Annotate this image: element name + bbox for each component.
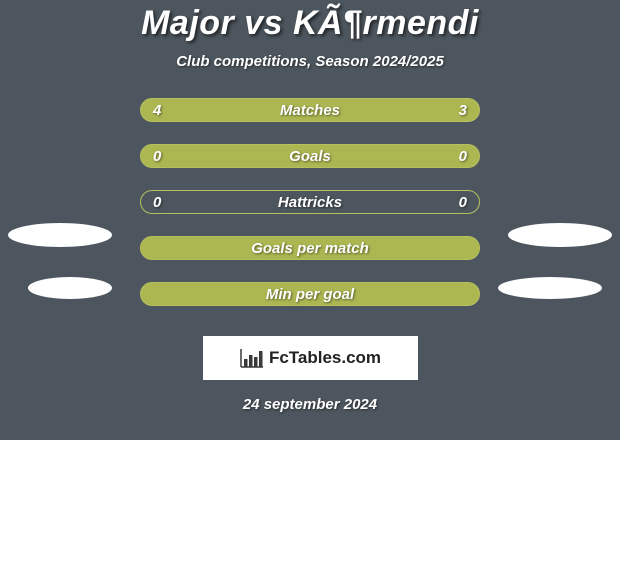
- stat-label: Goals per match: [251, 240, 369, 257]
- subtitle: Club competitions, Season 2024/2025: [176, 53, 444, 70]
- stat-row: Goals per match: [140, 236, 480, 260]
- stat-value-left: 0: [153, 148, 161, 165]
- stats-area: 4 Matches 3 0 Goals 0 0 Hattricks 0 Goal…: [0, 98, 620, 328]
- logo-text: FcTables.com: [269, 348, 381, 368]
- stat-value-right: 0: [459, 148, 467, 165]
- stat-row: 0 Hattricks 0: [140, 190, 480, 214]
- stat-value-right: 3: [459, 102, 467, 119]
- date-label: 24 september 2024: [243, 396, 377, 413]
- stat-value-left: 4: [153, 102, 161, 119]
- stat-label: Min per goal: [266, 286, 354, 303]
- stat-label: Hattricks: [278, 194, 342, 211]
- ellipse-left-2: [28, 277, 112, 299]
- stat-value-left: 0: [153, 194, 161, 211]
- logo: FcTables.com: [239, 347, 381, 369]
- stat-row: 4 Matches 3: [140, 98, 480, 122]
- stat-value-right: 0: [459, 194, 467, 211]
- stat-row: 0 Goals 0: [140, 144, 480, 168]
- ellipse-right-2: [498, 277, 602, 299]
- bar-chart-icon: [239, 347, 265, 369]
- page-title: Major vs KÃ¶rmendi: [141, 4, 479, 43]
- comparison-panel: Major vs KÃ¶rmendi Club competitions, Se…: [0, 0, 620, 440]
- logo-box: FcTables.com: [203, 336, 418, 380]
- stat-label: Matches: [280, 102, 340, 119]
- stat-row: Min per goal: [140, 282, 480, 306]
- ellipse-left-1: [8, 223, 112, 247]
- ellipse-right-1: [508, 223, 612, 247]
- stat-label: Goals: [289, 148, 331, 165]
